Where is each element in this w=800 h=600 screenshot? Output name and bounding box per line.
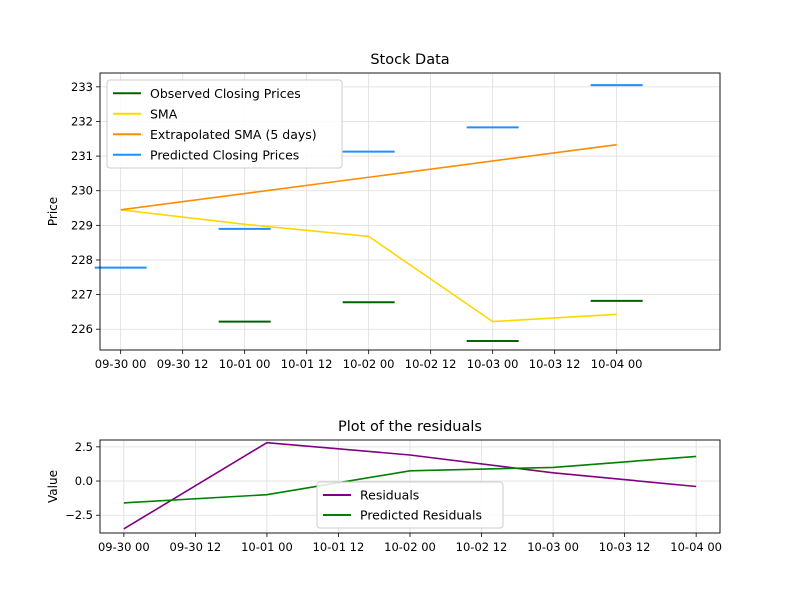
y-tick-label: 232 xyxy=(71,114,93,128)
legend-label: SMA xyxy=(150,106,178,121)
y-tick-label: 229 xyxy=(71,218,93,232)
legend-label: Observed Closing Prices xyxy=(150,86,301,101)
legend-label: Residuals xyxy=(360,488,419,503)
x-tick-label: 10-03 00 xyxy=(527,540,579,554)
x-tick-label: 09-30 12 xyxy=(157,357,209,371)
x-tick-label: 10-02 00 xyxy=(343,357,395,371)
x-tick-label: 09-30 12 xyxy=(170,540,222,554)
y-axis-label: Value xyxy=(46,470,60,503)
y-tick-label: 231 xyxy=(71,149,93,163)
legend-label: Extrapolated SMA (5 days) xyxy=(150,127,317,142)
legend: Residuals Predicted Residuals xyxy=(317,482,503,528)
y-tick-label: 2.5 xyxy=(75,440,93,454)
x-tick-label: 10-02 00 xyxy=(384,540,436,554)
residuals-chart: −2.5 0.0 2.5 09-30 00 09-30 12 10-01 00 10-01 … xyxy=(46,419,722,554)
y-tick-label: 230 xyxy=(71,184,93,198)
x-tick-label: 10-02 12 xyxy=(456,540,508,554)
legend: Observed Closing Prices SMA Extrapolated S… xyxy=(107,80,342,168)
chart-title: Plot of the residuals xyxy=(338,419,482,435)
chart-title: Stock Data xyxy=(370,52,449,68)
y-tick-label: −2.5 xyxy=(65,508,93,522)
x-tick-label: 10-02 12 xyxy=(405,357,457,371)
x-tick-label: 10-04 00 xyxy=(591,357,643,371)
x-tick-label: 10-03 12 xyxy=(529,357,581,371)
x-tick-label: 09-30 00 xyxy=(95,357,147,371)
legend-label: Predicted Closing Prices xyxy=(150,147,299,162)
y-tick-label: 0.0 xyxy=(75,474,93,488)
y-tick-label: 227 xyxy=(71,288,93,302)
y-tick-label: 233 xyxy=(71,80,93,94)
x-tick-label: 10-03 12 xyxy=(599,540,651,554)
x-tick-label: 09-30 00 xyxy=(98,540,150,554)
y-tick-label: 228 xyxy=(71,253,93,267)
x-tick-label: 10-01 00 xyxy=(241,540,293,554)
y-tick-label: 226 xyxy=(71,322,93,336)
stock-data-chart: 226 227 228 229 230 231 232 233 09-30 00 09-30 12… xyxy=(46,52,720,371)
x-tick-label: 10-03 00 xyxy=(467,357,519,371)
y-axis-label: Price xyxy=(46,197,60,226)
x-tick-label: 10-01 00 xyxy=(219,357,271,371)
x-tick-label: 10-04 00 xyxy=(670,540,722,554)
x-tick-label: 10-01 12 xyxy=(313,540,365,554)
x-tick-label: 10-01 12 xyxy=(281,357,333,371)
legend-label: Predicted Residuals xyxy=(360,508,482,523)
